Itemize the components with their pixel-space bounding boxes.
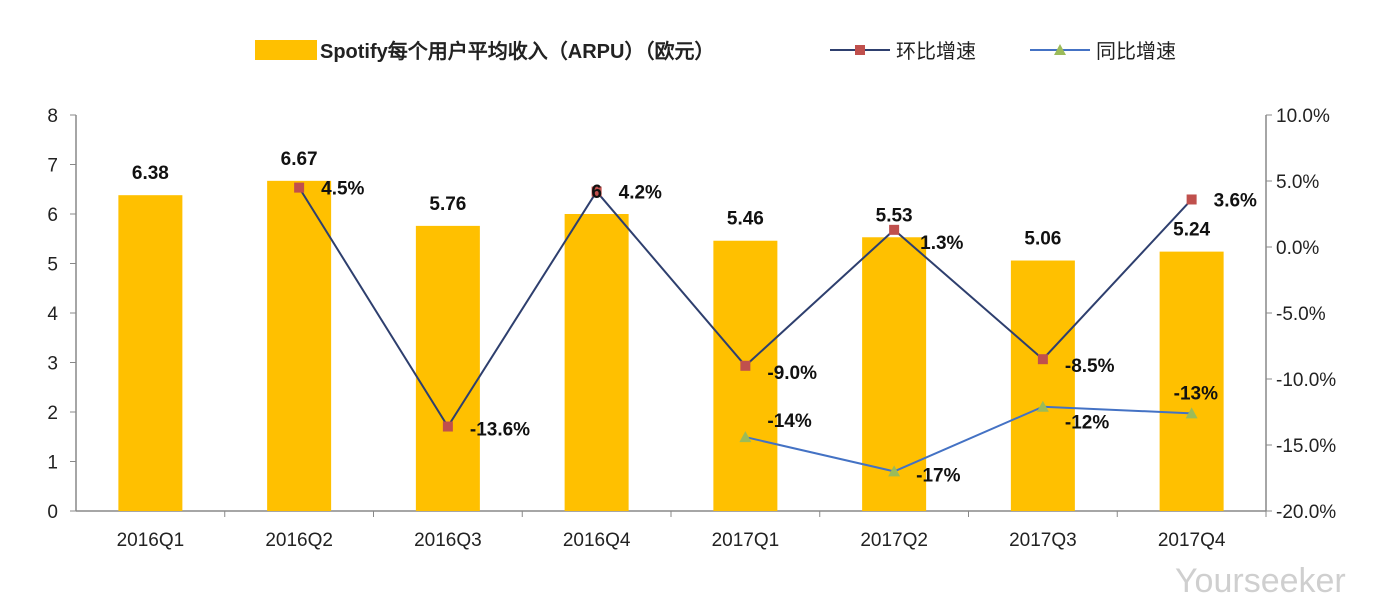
- left-tick-label: 0: [47, 502, 58, 523]
- x-tick-label: 2017Q3: [1009, 530, 1077, 551]
- legend-qoq-marker: [855, 45, 865, 55]
- bars: [118, 180, 1224, 512]
- qoq-value-label: 4.5%: [321, 179, 364, 200]
- yoy-value-label: -13%: [1174, 383, 1218, 404]
- qoq-marker: [294, 182, 305, 193]
- qoq-marker: [889, 224, 900, 235]
- left-tick-label: 6: [47, 205, 58, 226]
- right-tick-label: -20.0%: [1276, 502, 1336, 523]
- left-tick-label: 5: [47, 255, 58, 276]
- axes: 0 1 2 3 4 5 6 7 8 -20.0% -15.0% -10.0% -5.0% 0.0% 5.0%…: [47, 106, 1336, 551]
- bar-value-label: 6.38: [132, 163, 169, 184]
- x-tick-label: 2016Q2: [265, 530, 333, 551]
- data-labels: 6.38 6.67 5.76 6 5.46 5.53 5.06 5.24 4.5% -13.6% 4…: [132, 149, 1257, 487]
- qoq-value-label: 1.3%: [920, 233, 963, 254]
- bar-value-label: 6.67: [281, 149, 318, 170]
- lines: [294, 182, 1198, 477]
- bar-2017Q2: [862, 237, 927, 511]
- x-tick-label: 2016Q3: [414, 530, 482, 551]
- qoq-marker: [1037, 354, 1048, 365]
- qoq-marker: [740, 360, 751, 371]
- yoy-value-label: -14%: [767, 411, 811, 432]
- qoq-value-label: -8.5%: [1065, 356, 1115, 377]
- x-tick-label: 2017Q1: [712, 530, 780, 551]
- x-tick-label: 2016Q1: [117, 530, 185, 551]
- bar-value-label: 5.24: [1173, 220, 1210, 241]
- yoy-marker: [739, 431, 752, 443]
- bar-2016Q4: [564, 214, 629, 511]
- legend-bar-swatch: [255, 40, 317, 60]
- right-tick-label: 10.0%: [1276, 106, 1330, 127]
- bar-value-label: 5.53: [876, 205, 913, 226]
- left-tick-label: 4: [47, 304, 58, 325]
- x-tick-label: 2017Q2: [860, 530, 928, 551]
- legend: Spotify每个用户平均收入（ARPU）（欧元） 环比增速 同比增速: [255, 39, 1176, 63]
- yoy-marker: [1185, 407, 1198, 419]
- left-tick-label: 8: [47, 106, 58, 127]
- bar-2017Q1: [713, 240, 778, 512]
- right-tick-label: 0.0%: [1276, 238, 1319, 259]
- left-tick-label: 7: [47, 156, 58, 177]
- legend-yoy-label: 同比增速: [1096, 40, 1176, 63]
- qoq-value-label: -9.0%: [767, 363, 817, 384]
- yoy-marker: [1036, 400, 1049, 412]
- qoq-value-label: -13.6%: [470, 420, 530, 441]
- legend-qoq-label: 环比增速: [896, 40, 976, 63]
- bar-value-label: 5.06: [1024, 229, 1061, 250]
- bar-2017Q4: [1159, 251, 1224, 511]
- qoq-marker: [442, 421, 453, 432]
- left-tick-label: 2: [47, 403, 58, 424]
- x-tick-label: 2016Q4: [563, 530, 631, 551]
- qoq-value-label: 3.6%: [1214, 190, 1257, 211]
- yoy-marker: [888, 465, 901, 477]
- legend-yoy-marker: [1054, 44, 1066, 55]
- qoq-marker: [1186, 194, 1197, 205]
- right-tick-label: -15.0%: [1276, 436, 1336, 457]
- bar-2016Q1: [118, 195, 183, 511]
- right-tick-label: -10.0%: [1276, 370, 1336, 391]
- right-tick-label: 5.0%: [1276, 172, 1319, 193]
- watermark: Yourseeker: [1175, 562, 1346, 600]
- legend-bar-label: Spotify每个用户平均收入（ARPU）（欧元）: [320, 39, 714, 63]
- right-tick-label: -5.0%: [1276, 304, 1326, 325]
- bar-value-label: 5.46: [727, 209, 764, 230]
- bar-2016Q3: [415, 225, 480, 511]
- bar-2017Q3: [1010, 260, 1075, 511]
- bar-value-label: 6: [591, 182, 602, 203]
- qoq-value-label: 4.2%: [619, 183, 662, 204]
- yoy-line: [745, 405, 1192, 473]
- x-tick-label: 2017Q4: [1158, 530, 1226, 551]
- left-tick-label: 1: [47, 453, 58, 474]
- bar-2016Q2: [267, 180, 332, 511]
- yoy-value-label: -17%: [916, 465, 960, 486]
- qoq-marker: [591, 186, 602, 197]
- bar-value-label: 5.76: [429, 194, 466, 215]
- yoy-value-label: -12%: [1065, 413, 1109, 434]
- left-tick-label: 3: [47, 354, 58, 375]
